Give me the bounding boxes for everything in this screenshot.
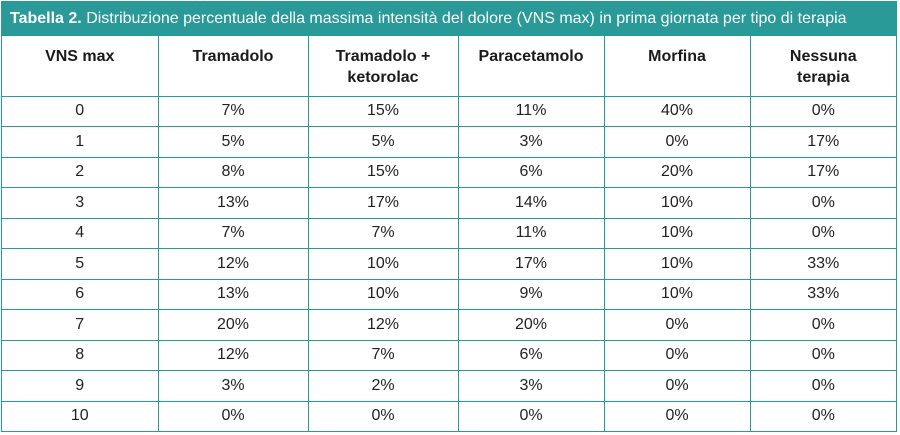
cell-vns-max: 9: [2, 370, 159, 402]
cell-vns-max: 7: [2, 309, 159, 341]
cell-morfina: 0%: [604, 401, 751, 431]
column-header-tramadolo-ketorolac: Tramadolo + ketorolac: [308, 36, 459, 97]
table-row: 5 12% 10% 17% 10% 33%: [2, 248, 896, 280]
cell-nessuna-terapia: 0%: [750, 340, 896, 371]
cell-morfina: 0%: [604, 370, 751, 402]
cell-tramadolo: 13%: [158, 279, 309, 310]
cell-vns-max: 3: [2, 187, 159, 219]
cell-nessuna-terapia: 33%: [750, 279, 896, 310]
cell-morfina: 0%: [604, 340, 751, 371]
table-row: 9 3% 2% 3% 0% 0%: [2, 370, 896, 402]
cell-morfina: 10%: [604, 279, 751, 310]
cell-tramadolo: 13%: [158, 187, 309, 219]
cell-vns-max: 10: [2, 401, 159, 431]
cell-tramadolo: 8%: [158, 157, 309, 188]
cell-paracetamolo: 11%: [458, 96, 605, 127]
cell-tramadolo: 12%: [158, 248, 309, 280]
table-row: 7 20% 12% 20% 0% 0%: [2, 309, 896, 341]
cell-tramadolo: 7%: [158, 218, 309, 249]
table-row: 4 7% 7% 11% 10% 0%: [2, 218, 896, 249]
cell-paracetamolo: 0%: [458, 401, 605, 431]
cell-tramadolo-ketorolac: 0%: [308, 401, 459, 431]
cell-tramadolo-ketorolac: 12%: [308, 309, 459, 341]
cell-paracetamolo: 14%: [458, 187, 605, 219]
cell-tramadolo-ketorolac: 5%: [308, 126, 459, 158]
cell-tramadolo: 20%: [158, 309, 309, 341]
cell-paracetamolo: 11%: [458, 218, 605, 249]
column-header-tramadolo: Tramadolo: [158, 36, 309, 97]
cell-vns-max: 1: [2, 126, 159, 158]
caption-text: Distribuzione percentuale della massima …: [86, 10, 847, 27]
column-header-line: Morfina: [648, 48, 706, 65]
cell-tramadolo-ketorolac: 10%: [308, 248, 459, 280]
cell-tramadolo: 12%: [158, 340, 309, 371]
table-row: 3 13% 17% 14% 10% 0%: [2, 187, 896, 219]
cell-tramadolo-ketorolac: 2%: [308, 370, 459, 402]
cell-paracetamolo: 17%: [458, 248, 605, 280]
cell-tramadolo-ketorolac: 7%: [308, 340, 459, 371]
table-row: 2 8% 15% 6% 20% 17%: [2, 157, 896, 188]
table-row: 1 5% 5% 3% 0% 17%: [2, 126, 896, 158]
column-header-line: Nessuna: [789, 48, 857, 65]
cell-nessuna-terapia: 0%: [750, 187, 896, 219]
cell-vns-max: 6: [2, 279, 159, 310]
header-row: VNS max Tramadolo Tramadolo + ketorolac …: [2, 36, 896, 97]
cell-tramadolo-ketorolac: 7%: [308, 218, 459, 249]
cell-morfina: 10%: [604, 218, 751, 249]
cell-paracetamolo: 3%: [458, 370, 605, 402]
cell-nessuna-terapia: 33%: [750, 248, 896, 280]
cell-nessuna-terapia: 0%: [750, 370, 896, 402]
cell-vns-max: 0: [2, 96, 159, 127]
cell-morfina: 10%: [604, 187, 751, 219]
column-header-line: Tramadolo: [192, 48, 274, 65]
table-caption: Tabella 2. Distribuzione percentuale del…: [2, 2, 896, 36]
cell-tramadolo-ketorolac: 15%: [308, 157, 459, 188]
cell-nessuna-terapia: 17%: [750, 157, 896, 188]
cell-paracetamolo: 20%: [458, 309, 605, 341]
cell-paracetamolo: 6%: [458, 157, 605, 188]
cell-nessuna-terapia: 0%: [811, 407, 835, 425]
cell-tramadolo-ketorolac: 15%: [308, 96, 459, 127]
column-header-line: Tramadolo +: [335, 48, 431, 65]
column-header-vns-max: VNS max: [2, 36, 159, 97]
caption-label: Tabella 2.: [10, 10, 82, 27]
cell-paracetamolo: 3%: [458, 126, 605, 158]
cell-tramadolo: 7%: [158, 96, 309, 127]
column-header-nessuna-terapia: Nessuna terapia: [750, 36, 896, 97]
column-header-line: VNS max: [45, 48, 115, 65]
cell-vns-max: 2: [2, 157, 159, 188]
cell-vns-max: 4: [2, 218, 159, 249]
table-body: 0 7% 15% 11% 40% 0% 1 5% 5% 3% 0% 17% 2 8% 15% 6% 20% 17%…: [2, 96, 896, 431]
cell-tramadolo: 0%: [158, 401, 309, 431]
table-row: 10 0% 0% 0% 0% 0%: [2, 401, 896, 431]
data-table: VNS max Tramadolo Tramadolo + ketorolac …: [2, 36, 896, 431]
cell-tramadolo-ketorolac: 17%: [308, 187, 459, 219]
cell-nessuna-terapia: 17%: [750, 126, 896, 158]
table-row: 6 13% 10% 9% 10% 33%: [2, 279, 896, 310]
table-row: 0 7% 15% 11% 40% 0%: [2, 96, 896, 127]
cell-morfina: 10%: [604, 248, 751, 280]
column-header-paracetamolo: Paracetamolo: [458, 36, 605, 97]
cell-tramadolo: 5%: [158, 126, 309, 158]
column-header-line-2: terapia: [797, 69, 850, 86]
cell-tramadolo-ketorolac: 10%: [308, 279, 459, 310]
cell-morfina: 0%: [604, 126, 751, 158]
cell-tramadolo: 3%: [158, 370, 309, 402]
column-header-morfina: Morfina: [604, 36, 751, 97]
table-row: 8 12% 7% 6% 0% 0%: [2, 340, 896, 371]
column-header-line: Paracetamolo: [478, 48, 584, 65]
cell-nessuna-terapia: 0%: [750, 218, 896, 249]
cell-morfina: 40%: [604, 96, 751, 127]
cell-vns-max: 8: [2, 340, 159, 371]
cell-morfina: 20%: [604, 157, 751, 188]
cell-paracetamolo: 6%: [458, 340, 605, 371]
cell-paracetamolo: 9%: [458, 279, 605, 310]
cell-morfina: 0%: [604, 309, 751, 341]
cell-nessuna-terapia: 0%: [750, 96, 896, 127]
column-header-line-2: ketorolac: [347, 69, 419, 86]
cell-nessuna-terapia: 0%: [750, 309, 896, 341]
cell-vns-max: 5: [2, 248, 159, 280]
